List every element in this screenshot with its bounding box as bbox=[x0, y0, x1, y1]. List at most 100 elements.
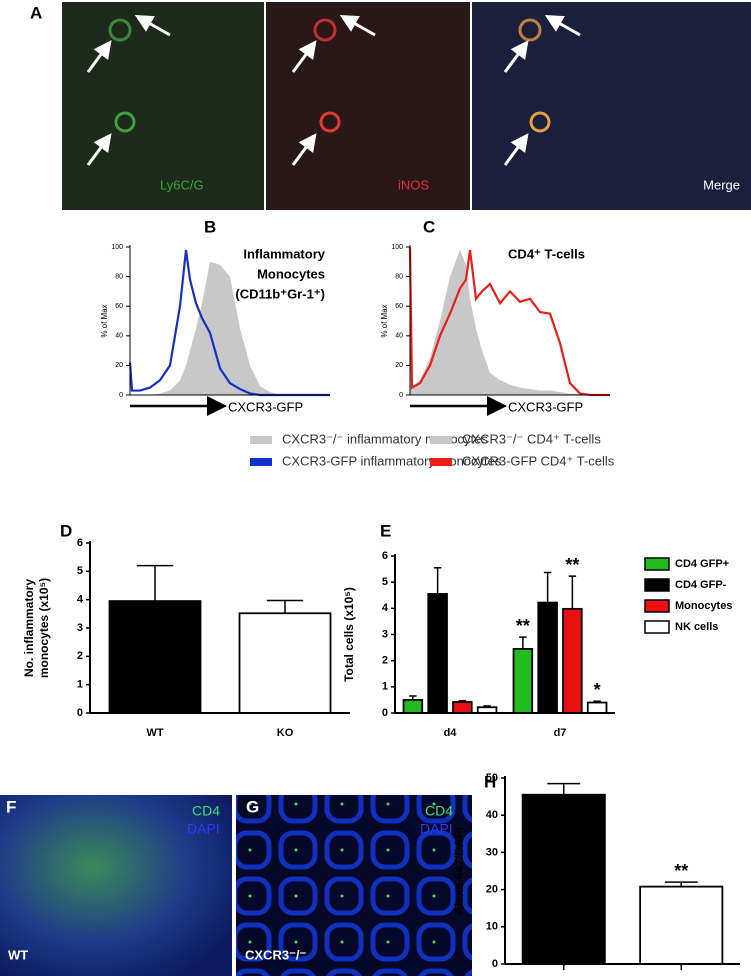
legend-label: Monocytes bbox=[675, 600, 732, 612]
bar bbox=[639, 885, 724, 965]
y-tick-label: 0 bbox=[119, 392, 123, 399]
y-tick-label: 100 bbox=[391, 244, 403, 251]
y-tick-label: 3 bbox=[77, 622, 83, 634]
significance: ** bbox=[565, 555, 579, 575]
legend-label: CXCR3⁻/⁻ inflammatory monocytes bbox=[282, 431, 488, 446]
y-tick-label: 30 bbox=[486, 846, 498, 858]
stain-label: CD4 bbox=[425, 803, 453, 819]
y-tick-label: 20 bbox=[395, 362, 403, 369]
y-tick-label: 0 bbox=[492, 958, 498, 970]
panel-label: B bbox=[204, 217, 216, 236]
y-tick-label: 100 bbox=[111, 244, 123, 251]
legend-label: CD4 GFP+ bbox=[675, 558, 729, 570]
y-tick-label: 40 bbox=[395, 333, 403, 340]
y-axis-label: Total cells (x10⁵) bbox=[342, 587, 356, 682]
panel-label: C bbox=[423, 217, 435, 236]
y-tick-label: 6 bbox=[77, 537, 83, 549]
stain-label: iNOS bbox=[398, 177, 429, 192]
legend-label: CXCR3⁻/⁻ CD4⁺ T-cells bbox=[462, 431, 601, 446]
bar bbox=[586, 701, 608, 714]
legend-label: NK cells bbox=[675, 621, 718, 633]
panel-label: A bbox=[30, 3, 42, 22]
panel-label: E bbox=[380, 521, 391, 540]
sample-label: WT bbox=[8, 947, 28, 962]
y-tick-label: 40 bbox=[486, 809, 498, 821]
legend-swatch bbox=[644, 620, 670, 634]
panel-label: G bbox=[246, 797, 259, 816]
y-tick-label: 60 bbox=[395, 303, 403, 310]
significance: ** bbox=[516, 616, 530, 636]
y-tick-label: 80 bbox=[115, 273, 123, 280]
significance: ** bbox=[674, 861, 688, 881]
x-tick-label: WT bbox=[146, 727, 163, 739]
bar bbox=[238, 612, 332, 714]
y-tick-label: 5 bbox=[77, 565, 83, 577]
x-axis-label: CXCR3-GFP bbox=[508, 399, 583, 414]
y-tick-label: 3 bbox=[382, 628, 388, 640]
y-axis-label: % of Max bbox=[100, 304, 109, 337]
y-tick-label: 2 bbox=[382, 655, 388, 667]
bar bbox=[512, 647, 534, 714]
legend-swatch bbox=[644, 599, 670, 613]
y-tick-label: 10 bbox=[486, 921, 498, 933]
bar bbox=[452, 701, 473, 714]
x-tick-label: KO bbox=[277, 727, 294, 739]
x-axis-label: CXCR3-GFP bbox=[228, 399, 303, 414]
panel-label: H bbox=[484, 772, 496, 791]
legend-label: CXCR3-GFP CD4⁺ T-cells bbox=[462, 453, 615, 468]
sample-label: CXCR3⁻/⁻ bbox=[245, 947, 307, 962]
y-tick-label: 4 bbox=[382, 602, 389, 614]
y-axis-label: No. inflammatory bbox=[22, 579, 36, 677]
micrograph-g bbox=[236, 795, 472, 976]
y-tick-label: 20 bbox=[115, 362, 123, 369]
y-tick-label: 4 bbox=[77, 594, 84, 606]
significance: * bbox=[594, 680, 601, 700]
line bbox=[408, 246, 610, 397]
y-axis-label: % of Max bbox=[380, 304, 389, 337]
bar bbox=[562, 607, 583, 714]
y-axis-label: monocytes (x10⁵) bbox=[37, 578, 51, 678]
legend-swatch bbox=[430, 436, 452, 444]
annotation: CD4⁺ T-cells bbox=[508, 246, 585, 261]
bar bbox=[537, 601, 558, 714]
y-tick-label: 6 bbox=[382, 550, 388, 562]
legend-swatch bbox=[644, 557, 670, 571]
y-tick-label: 60 bbox=[115, 303, 123, 310]
legend-label: CD4 GFP- bbox=[675, 579, 727, 591]
bar bbox=[108, 600, 202, 714]
y-tick-label: 1 bbox=[382, 681, 388, 693]
x-tick-label: d7 bbox=[554, 727, 567, 739]
y-tick-label: 50 bbox=[486, 772, 498, 784]
y-tick-label: 0 bbox=[382, 707, 388, 719]
panel-label: F bbox=[6, 797, 16, 816]
bar bbox=[521, 793, 606, 965]
y-tick-label: 0 bbox=[399, 392, 403, 399]
y-tick-label: 2 bbox=[77, 650, 83, 662]
micrograph-f bbox=[0, 795, 232, 976]
stain-label: Merge bbox=[703, 177, 740, 192]
legend-swatch bbox=[430, 458, 452, 466]
stain-label: DAPI bbox=[187, 821, 220, 837]
y-tick-label: 0 bbox=[77, 707, 83, 719]
area bbox=[410, 249, 610, 395]
y-axis-label: Alexa-647/DAPI bbox=[452, 827, 466, 915]
annotation: (CD11b⁺Gr-1⁺) bbox=[235, 286, 325, 301]
y-tick-label: 5 bbox=[382, 576, 388, 588]
x-tick-label: d4 bbox=[444, 727, 458, 739]
stain-label: DAPI bbox=[420, 821, 453, 837]
bar bbox=[402, 699, 424, 714]
y-tick-label: 80 bbox=[395, 273, 403, 280]
y-tick-label: 1 bbox=[77, 679, 83, 691]
stain-label: Ly6C/G bbox=[160, 177, 204, 192]
legend-swatch bbox=[250, 458, 272, 466]
stain-label: CD4 bbox=[192, 803, 220, 819]
y-tick-label: 40 bbox=[115, 333, 123, 340]
legend-swatch bbox=[250, 436, 272, 444]
legend-swatch bbox=[644, 578, 670, 592]
annotation: Monocytes bbox=[257, 266, 325, 281]
y-tick-label: 20 bbox=[486, 884, 498, 896]
panel-label: D bbox=[60, 521, 72, 540]
bar bbox=[427, 593, 448, 714]
annotation: Inflammatory bbox=[243, 246, 325, 261]
